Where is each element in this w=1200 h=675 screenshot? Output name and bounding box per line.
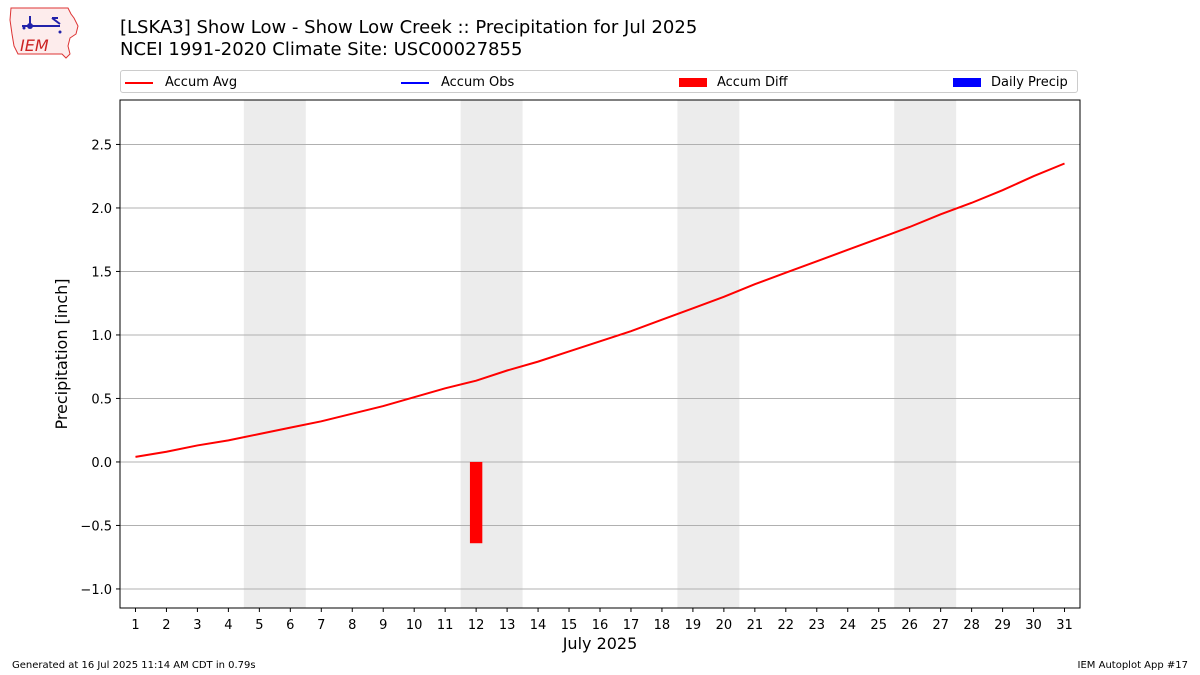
legend-swatch-accum-diff — [679, 78, 707, 87]
footer-generated-text: Generated at 16 Jul 2025 11:14 AM CDT in… — [12, 660, 256, 671]
weekend-span — [677, 100, 740, 608]
y-tick-label: −1.0 — [80, 583, 112, 598]
legend-label-accum-obs: Accum Obs — [441, 75, 515, 90]
gridlines — [120, 143, 1080, 590]
chart-title: [LSKA3] Show Low - Show Low Creek :: Pre… — [120, 17, 698, 38]
y-tick-label: 0.0 — [91, 456, 112, 471]
y-tick-label: 2.0 — [91, 202, 112, 217]
x-tick-label: 3 — [193, 618, 201, 633]
y-tick-label: 1.0 — [91, 329, 112, 344]
weekend-shading — [243, 100, 957, 608]
iowa-outline-icon — [9, 7, 79, 59]
x-tick-label: 8 — [348, 618, 356, 633]
x-tick-label: 5 — [255, 618, 263, 633]
x-tick-label: 12 — [468, 618, 485, 633]
weekend-span — [894, 100, 957, 608]
iem-logo: IEM — [9, 7, 79, 59]
weather-station-icon — [22, 16, 61, 27]
accum-diff-bar — [469, 461, 483, 544]
x-tick-label: 27 — [932, 618, 949, 633]
x-axis-label: July 2025 — [562, 634, 638, 653]
x-tick-label: 9 — [379, 618, 387, 633]
x-tick-label: 29 — [994, 618, 1011, 633]
x-tick-label: 2 — [162, 618, 170, 633]
legend-label-accum-diff: Accum Diff — [717, 75, 788, 90]
legend-item-accum-obs: Accum Obs — [401, 71, 514, 94]
x-axis-ticks: 1 2 3 4 5 6 7 8 9 10 11 12 13 14 15 16 17 18 19 20 21 22 23 24 2… — [131, 608, 1073, 633]
legend-label-accum-avg: Accum Avg — [165, 75, 238, 90]
x-tick-label: 10 — [406, 618, 423, 633]
series-lines — [135, 162, 1065, 458]
x-tick-label: 21 — [747, 618, 764, 633]
x-tick-label: 7 — [317, 618, 325, 633]
weekend-span — [243, 100, 306, 608]
y-axis-label: Precipitation [inch] — [52, 278, 71, 429]
x-tick-label: 13 — [499, 618, 516, 633]
legend-swatch-accum-avg — [125, 81, 153, 84]
legend-swatch-daily-precip — [953, 78, 981, 87]
chart-subtitle: NCEI 1991-2020 Climate Site: USC00027855 — [120, 39, 523, 60]
y-tick-label: 1.5 — [91, 265, 112, 280]
x-tick-label: 6 — [286, 618, 294, 633]
x-tick-label: 15 — [561, 618, 578, 633]
legend-swatch-accum-obs — [401, 81, 429, 84]
legend-item-accum-diff: Accum Diff — [679, 71, 788, 94]
x-tick-label: 18 — [654, 618, 671, 633]
x-tick-label: 16 — [592, 618, 609, 633]
legend-item-accum-avg: Accum Avg — [125, 71, 237, 94]
x-tick-label: 26 — [901, 618, 918, 633]
x-tick-label: 20 — [716, 618, 733, 633]
legend: Accum Avg Accum Obs Accum Diff Daily Pre… — [120, 70, 1078, 93]
footer-app-text: IEM Autoplot App #17 — [1077, 660, 1188, 671]
legend-label-daily-precip: Daily Precip — [991, 75, 1068, 90]
x-tick-label: 22 — [778, 618, 795, 633]
x-tick-label: 24 — [839, 618, 856, 633]
y-axis-ticks: −1.0 −0.5 0.0 0.5 1.0 1.5 2.0 2.5 — [80, 138, 120, 598]
accum-avg-line — [135, 162, 1065, 458]
accum-diff-bars — [469, 461, 483, 544]
y-tick-label: −0.5 — [80, 519, 112, 534]
x-tick-label: 28 — [963, 618, 980, 633]
x-tick-label: 19 — [685, 618, 702, 633]
x-tick-label: 23 — [809, 618, 826, 633]
x-tick-label: 14 — [530, 618, 547, 633]
x-tick-label: 25 — [870, 618, 887, 633]
x-tick-label: 30 — [1025, 618, 1042, 633]
y-tick-label: 0.5 — [91, 392, 112, 407]
x-tick-label: 31 — [1056, 618, 1073, 633]
legend-item-daily-precip: Daily Precip — [953, 71, 1068, 94]
y-tick-label: 2.5 — [91, 138, 112, 153]
logo-text: IEM — [20, 36, 49, 55]
x-tick-label: 11 — [437, 618, 454, 633]
x-tick-label: 1 — [131, 618, 139, 633]
x-tick-label: 4 — [224, 618, 232, 633]
x-tick-label: 17 — [623, 618, 640, 633]
